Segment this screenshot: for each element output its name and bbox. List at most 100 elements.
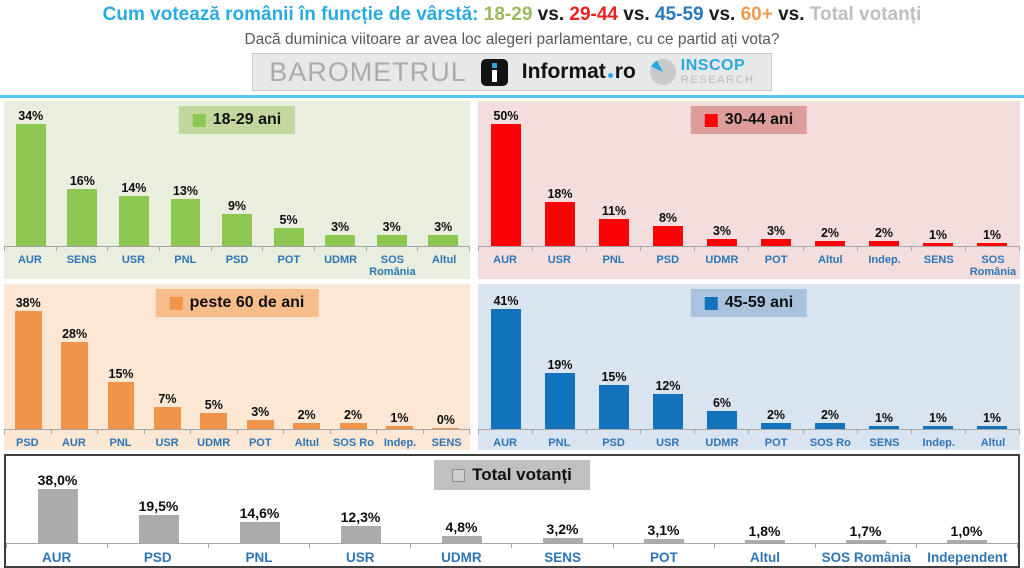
axis-tick [715, 544, 816, 549]
category-label: SENS [923, 253, 954, 266]
bar-column: 38,0% [7, 472, 108, 544]
axis-tick [641, 430, 696, 435]
bar-column: 0% [423, 413, 469, 430]
axis-tick [6, 544, 109, 549]
bar-column: 3% [314, 220, 366, 246]
bar-column: 5% [263, 213, 315, 246]
axis-tick [917, 544, 1018, 549]
informat-logo-dot [491, 62, 497, 68]
category-label: AUR [17, 253, 42, 266]
legend-total-votanti: Total votanți [434, 460, 590, 490]
bar [325, 234, 356, 246]
category-label: SOS România [821, 550, 911, 566]
bar-column: 34% [5, 109, 57, 246]
bar-column: 1,7% [815, 523, 916, 544]
bar-column: 14% [108, 181, 160, 246]
bar-column: 1% [911, 411, 965, 430]
legend-label: peste 60 de ani [189, 294, 305, 311]
bar [441, 536, 482, 544]
axis-tick [912, 246, 966, 251]
axis-tick [418, 246, 471, 251]
bar [107, 382, 135, 430]
bar-column: 14,6% [209, 505, 310, 544]
legend-swatch [169, 296, 183, 310]
bar [118, 195, 149, 246]
axis-tick [367, 246, 419, 251]
bar-value-label: 14,6% [239, 505, 280, 522]
category-label: PNL [548, 437, 571, 450]
axis-tick [108, 246, 161, 251]
bar [946, 540, 987, 544]
bar-value-label: 3,2% [546, 521, 579, 538]
informat-logo-stem [491, 69, 497, 82]
bar-value-label: 13% [172, 183, 198, 198]
bar-column: 28% [51, 327, 97, 430]
category-label: AUR [61, 437, 86, 450]
bar-value-label: 3,1% [647, 522, 680, 539]
axis-tick [641, 246, 696, 251]
bar-column: 15% [98, 367, 144, 430]
category-label: Altul [294, 437, 320, 450]
axis-tick [377, 430, 424, 435]
bar-column: 13% [160, 184, 212, 246]
bar-column: 3,2% [512, 521, 613, 544]
category-label: POT [277, 253, 301, 266]
bar [923, 242, 953, 246]
category-label: Indep. [383, 437, 417, 450]
axis-tick [749, 430, 804, 435]
category-label: SOS România [369, 253, 416, 279]
category-label: SENS [431, 437, 462, 450]
legend-label: 45-59 ani [724, 294, 794, 311]
x-axis [6, 543, 1018, 549]
bar-value-label: 16% [69, 173, 95, 188]
bar [222, 213, 252, 246]
bar-column: 3% [366, 220, 418, 246]
axis-tick [587, 246, 642, 251]
bar [491, 123, 521, 246]
bar-column: 11% [587, 204, 641, 246]
axis-tick [411, 544, 513, 549]
legend-swatch [704, 296, 718, 310]
bar-column: 9% [211, 199, 263, 246]
bar [653, 225, 683, 246]
bar-value-label: 2% [766, 408, 786, 423]
axis-tick [695, 430, 750, 435]
bar-column: 12,3% [310, 509, 411, 544]
bar-value-label: 38,0% [37, 472, 78, 489]
title-segment: 29-44 [569, 4, 618, 25]
bar [653, 394, 683, 430]
axis-tick [52, 430, 98, 435]
bar-column: 4,8% [411, 519, 512, 544]
bar-value-label: 12% [655, 379, 681, 394]
bar [761, 238, 791, 246]
title-segment: 60+ [740, 4, 773, 25]
axis-tick [160, 246, 212, 251]
category-label: PSD [602, 437, 625, 450]
bar-column: 19% [533, 358, 587, 430]
category-label: PSD [656, 253, 680, 266]
page-title: Cum votează românii în funcție de vârstă… [0, 4, 1024, 25]
informat-name: Informat [521, 60, 606, 83]
bar [599, 218, 629, 246]
category-label: Indep. [922, 437, 955, 450]
bar [37, 489, 78, 544]
category-label: PSD [143, 550, 172, 566]
category-label: Altul [750, 550, 781, 566]
bar-value-label: 41% [493, 294, 519, 309]
bar-value-label: 3% [331, 219, 350, 234]
bar-value-label: 3% [766, 223, 786, 238]
x-axis [478, 429, 1020, 435]
category-label: POT [764, 437, 788, 450]
chart-peste-60-ani: peste 60 de ani 38% 28% 15% 7% 5% 3% 2% 2% 1% 0% … [4, 284, 470, 450]
bar-value-label: 7% [158, 392, 177, 407]
branding-bar: BAROMETRUL Informat ro INSCOP RESEARCH [252, 53, 772, 91]
axis-tick [4, 430, 52, 435]
bar-value-label: 1,8% [748, 523, 781, 540]
category-label: AUR [493, 253, 518, 266]
axis-tick [331, 430, 377, 435]
axis-tick [858, 430, 912, 435]
legend-swatch [452, 468, 466, 482]
bar-value-label: 1% [928, 227, 948, 242]
bar [340, 526, 381, 544]
bar [542, 538, 583, 544]
